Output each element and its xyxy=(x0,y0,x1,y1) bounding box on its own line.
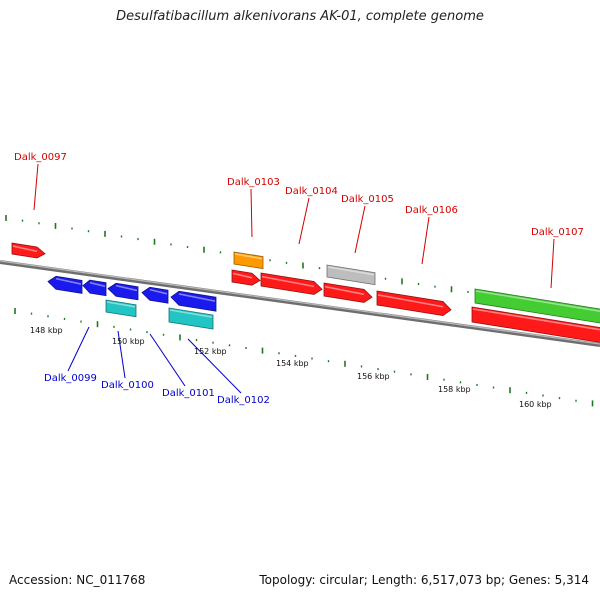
gene-block-dalk-0107-red xyxy=(471,306,600,343)
scale-label: 158 kbp xyxy=(438,385,471,394)
scale-label: 148 kbp xyxy=(30,326,63,335)
gene-arrow-dalk-0101-a xyxy=(107,282,139,301)
gene-arrow-dalk-0106-a xyxy=(323,282,373,303)
leader-line-dalk-0102 xyxy=(187,338,242,394)
gene-label-dalk-0104: Dalk_0104 xyxy=(285,186,338,197)
leader-line-dalk-0103 xyxy=(250,188,253,238)
topology-label: Topology: circular; Length: 6,517,073 bp… xyxy=(259,573,589,587)
gene-arrow-dalk-0106-b-shine xyxy=(377,294,444,308)
gene-label-dalk-0106: Dalk_0106 xyxy=(405,205,458,216)
leader-line-dalk-0101 xyxy=(149,333,186,387)
gene-block-dalk-0103 xyxy=(233,251,264,270)
gene-block-dalk-0105 xyxy=(326,264,376,286)
scale-label: 160 kbp xyxy=(519,400,552,409)
gene-arrow-dalk-0099-a xyxy=(47,275,83,294)
gene-block-dalk-0105-shine xyxy=(327,266,375,276)
gene-label-dalk-0099: Dalk_0099 xyxy=(44,373,97,384)
gene-arrow-dalk-0101-b xyxy=(141,286,169,304)
gene-arrow-dalk-0097-shine xyxy=(12,245,38,253)
gene-label-dalk-0100: Dalk_0100 xyxy=(101,380,154,391)
gene-arrow-dalk-0104-b xyxy=(260,272,323,295)
gene-arrow-dalk-0101-c-shine xyxy=(178,293,216,302)
gene-arrow-dalk-0104-a xyxy=(231,269,261,286)
gene-arrow-dalk-0104-a-shine xyxy=(232,272,253,279)
gene-arrow-dalk-0099-b-shine xyxy=(89,281,106,288)
gene-arrow-dalk-0099-b xyxy=(82,279,107,297)
scale-label: 154 kbp xyxy=(276,359,309,368)
gene-label-dalk-0103: Dalk_0103 xyxy=(227,177,280,188)
gene-block-dalk-0103-shine xyxy=(234,253,263,260)
gene-label-dalk-0105: Dalk_0105 xyxy=(341,194,394,205)
gene-label-dalk-0102: Dalk_0102 xyxy=(217,395,270,406)
leader-line-dalk-0099 xyxy=(67,326,90,372)
gene-block-dalk-0107-red-shine xyxy=(472,308,600,331)
scale-label: 152 kbp xyxy=(194,347,227,356)
gene-block-dalk-0100 xyxy=(105,299,137,318)
gene-arrow-dalk-0101-c xyxy=(170,290,217,312)
leader-line-dalk-0106 xyxy=(421,216,430,265)
gene-arrow-dalk-0106-b xyxy=(376,290,452,316)
leader-line-dalk-0100 xyxy=(117,330,126,379)
gene-arrow-dalk-0106-a-shine xyxy=(324,285,365,296)
gene-arrow-dalk-0101-a-shine xyxy=(115,284,138,292)
accession-label: Accession: NC_011768 xyxy=(9,573,146,587)
gene-arrow-dalk-0097 xyxy=(11,242,46,259)
leader-line-dalk-0104 xyxy=(298,197,310,245)
leader-line-dalk-0105 xyxy=(354,205,366,254)
gene-label-dalk-0101: Dalk_0101 xyxy=(162,388,215,399)
gene-label-dalk-0107: Dalk_0107 xyxy=(531,227,584,238)
backbone-line xyxy=(0,260,600,347)
leader-line-dalk-0107 xyxy=(550,238,555,289)
gene-arrow-dalk-0101-b-shine xyxy=(149,288,168,295)
scale-label: 150 kbp xyxy=(112,337,145,346)
gene-block-dalk-0100-shine xyxy=(106,301,136,308)
map-title: Desulfatibacillum alkenivorans AK-01, co… xyxy=(116,9,484,24)
gene-arrow-dalk-0104-b-shine xyxy=(261,275,315,288)
gene-arrow-dalk-0099-a-shine xyxy=(55,277,82,285)
gene-block-dalk-0102-shine xyxy=(169,309,213,318)
gene-block-dalk-0107-shine xyxy=(475,290,600,312)
gene-label-dalk-0097: Dalk_0097 xyxy=(14,152,67,163)
scale-label: 156 kbp xyxy=(357,372,390,381)
gene-block-dalk-0102 xyxy=(168,307,214,330)
backbone-highlight xyxy=(0,260,600,345)
gene-block-dalk-0107 xyxy=(474,288,600,324)
leader-line-dalk-0097 xyxy=(33,163,39,211)
